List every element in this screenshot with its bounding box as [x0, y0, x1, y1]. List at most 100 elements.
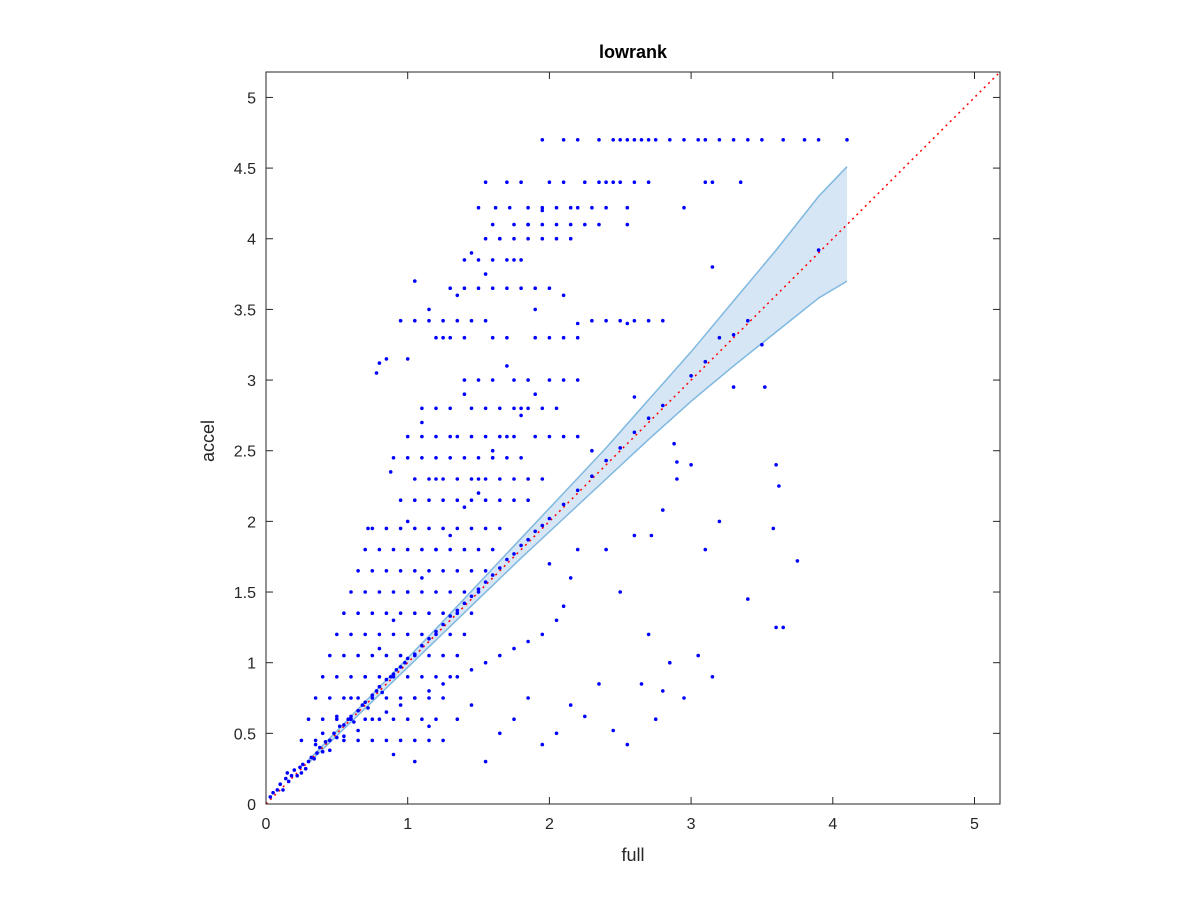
y-tick-label: 5 — [247, 90, 256, 107]
data-point — [777, 484, 781, 488]
data-point — [363, 717, 368, 721]
data-point — [363, 675, 368, 679]
data-point — [533, 434, 537, 439]
data-point — [342, 653, 346, 658]
data-point — [547, 516, 552, 521]
data-point — [519, 413, 523, 418]
data-point — [597, 222, 601, 227]
data-point — [405, 547, 410, 552]
data-point — [653, 717, 658, 721]
data-point — [469, 594, 474, 599]
data-point — [413, 653, 417, 658]
data-point — [661, 508, 665, 512]
data-point — [540, 742, 545, 747]
data-point — [363, 547, 368, 552]
data-point — [441, 335, 445, 340]
data-point — [427, 526, 431, 531]
data-point — [476, 378, 481, 382]
data-point — [774, 463, 778, 467]
data-point — [845, 138, 849, 142]
data-point — [349, 675, 353, 679]
data-point — [455, 611, 460, 615]
data-point — [434, 477, 438, 481]
data-point — [420, 632, 424, 637]
data-point — [540, 477, 545, 481]
data-point — [420, 675, 424, 679]
data-point — [328, 738, 332, 743]
data-point — [388, 675, 393, 679]
data-point — [526, 498, 530, 503]
data-point — [342, 734, 346, 738]
data-point — [469, 526, 474, 531]
data-point — [646, 632, 651, 637]
data-point — [646, 416, 651, 421]
data-point — [413, 696, 417, 700]
data-point — [526, 406, 530, 411]
data-point — [731, 333, 736, 337]
data-point — [498, 477, 502, 481]
data-point — [526, 205, 530, 210]
data-point — [731, 385, 736, 389]
data-point — [335, 717, 339, 721]
data-point — [441, 318, 445, 323]
data-point — [505, 180, 509, 184]
data-point — [328, 748, 332, 753]
data-point — [661, 318, 665, 323]
data-point — [377, 590, 382, 594]
x-tick-label: 0 — [262, 816, 271, 833]
data-point — [469, 703, 474, 707]
data-point — [653, 138, 658, 142]
data-point — [455, 526, 460, 531]
data-point — [710, 265, 715, 269]
data-point — [703, 180, 708, 184]
data-point — [512, 498, 516, 503]
data-point — [384, 357, 389, 361]
data-point — [490, 378, 495, 382]
axes — [265, 71, 1001, 805]
x-tick-label: 5 — [970, 816, 979, 833]
data-point — [434, 590, 438, 594]
data-point — [320, 675, 325, 679]
data-point — [405, 357, 410, 361]
data-point — [391, 675, 396, 679]
data-point — [469, 668, 474, 672]
data-point — [441, 526, 445, 531]
data-point — [384, 569, 389, 573]
data-point — [398, 696, 403, 700]
data-point — [281, 788, 285, 792]
data-point — [505, 286, 509, 291]
data-point — [675, 477, 679, 481]
data-point — [625, 321, 630, 326]
data-point — [483, 318, 488, 323]
data-point — [342, 696, 346, 700]
data-point — [398, 653, 403, 658]
data-point — [512, 717, 516, 721]
data-point — [696, 138, 700, 142]
data-point — [298, 765, 302, 770]
data-point — [434, 632, 438, 637]
data-point — [618, 138, 622, 142]
data-point — [731, 138, 736, 142]
data-point — [632, 395, 637, 399]
data-point — [583, 180, 587, 184]
data-point — [398, 665, 403, 669]
data-point — [309, 755, 314, 760]
data-point — [505, 434, 509, 439]
data-point — [469, 318, 474, 323]
data-point — [413, 569, 417, 573]
data-point — [377, 717, 382, 721]
data-point — [455, 498, 460, 503]
data-point — [284, 776, 288, 781]
data-point — [717, 335, 722, 340]
data-point — [483, 236, 488, 241]
data-point — [490, 547, 495, 552]
data-point — [413, 526, 417, 531]
data-point — [363, 700, 368, 705]
data-point — [476, 286, 481, 291]
data-point — [377, 675, 382, 679]
data-point — [398, 569, 403, 573]
data-point — [604, 180, 608, 184]
data-point — [703, 138, 708, 142]
data-point — [448, 533, 453, 538]
data-point — [540, 205, 545, 210]
